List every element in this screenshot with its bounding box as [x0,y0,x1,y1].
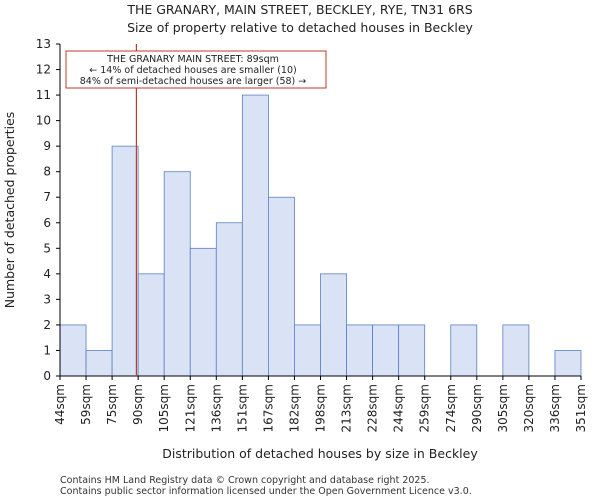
x-tick-label-182sqm: 182sqm [287,384,301,432]
annotation-line-3: 84% of semi-detached houses are larger (… [80,76,307,87]
bar-44sqm [59,324,87,377]
y-tick-label-11: 11 [36,88,51,102]
annotation-line-1: THE GRANARY MAIN STREET: 89sqm [106,54,279,65]
annotation-box [65,50,327,89]
x-tick-label-59sqm: 59sqm [79,384,93,425]
footer-line-2: Contains public sector information licen… [60,486,472,497]
bar-75sqm [111,145,139,377]
x-tick-label-228sqm: 228sqm [366,384,380,432]
y-tick-label-3: 3 [43,292,51,306]
x-tick-label-290sqm: 290sqm [470,384,484,432]
x-tick-label-167sqm: 167sqm [261,384,275,432]
bar-198sqm [320,273,347,377]
x-tick-label-105sqm: 105sqm [157,384,171,432]
bar-244sqm [398,324,426,377]
y-tick-label-10: 10 [36,114,51,128]
bar-213sqm [346,324,373,377]
x-axis-label: Distribution of detached houses by size … [162,446,478,461]
x-tick-label-213sqm: 213sqm [340,384,354,432]
y-tick-label-8: 8 [43,165,51,179]
y-tick-label-1: 1 [43,343,51,357]
y-tick-label-12: 12 [36,63,51,77]
annotation-line-2: ← 14% of detached houses are smaller (10… [89,65,296,76]
x-tick-label-244sqm: 244sqm [392,384,406,432]
x-tick-label-305sqm: 305sqm [496,384,510,432]
x-tick-label-151sqm: 151sqm [235,384,249,432]
x-tick-label-198sqm: 198sqm [314,384,328,432]
y-tick-label-7: 7 [43,190,51,204]
x-tick-label-90sqm: 90sqm [131,384,145,425]
footer-line-1: Contains HM Land Registry data © Crown c… [60,475,430,486]
bar-305sqm [502,324,530,377]
y-tick-label-5: 5 [43,241,51,255]
y-axis-label: Number of detached properties [2,112,17,309]
bar-136sqm [215,222,243,377]
x-tick-label-336sqm: 336sqm [548,384,562,432]
y-tick-label-4: 4 [43,267,51,281]
chart-subtitle: Size of property relative to detached ho… [127,20,473,35]
x-tick-label-320sqm: 320sqm [522,384,536,432]
x-tick-label-136sqm: 136sqm [209,384,223,432]
bar-105sqm [163,171,191,377]
bar-167sqm [267,196,295,377]
x-tick-label-121sqm: 121sqm [183,384,197,432]
bar-121sqm [189,247,217,377]
x-tick-label-75sqm: 75sqm [105,384,119,425]
x-tick-label-259sqm: 259sqm [418,384,432,432]
y-tick-label-13: 13 [36,37,51,51]
y-tick-label-0: 0 [43,369,51,383]
chart-title: THE GRANARY, MAIN STREET, BECKLEY, RYE, … [126,2,472,17]
bar-59sqm [85,350,113,377]
bar-336sqm [554,350,582,377]
bar-228sqm [372,324,400,377]
bar-274sqm [450,324,478,377]
x-tick-label-351sqm: 351sqm [574,384,588,432]
bar-182sqm [294,324,321,377]
x-tick-label-44sqm: 44sqm [53,384,67,425]
bar-151sqm [241,94,269,377]
y-tick-label-6: 6 [43,216,51,230]
y-tick-label-9: 9 [43,139,51,153]
bar-90sqm [137,273,165,377]
x-tick-label-274sqm: 274sqm [444,384,458,432]
y-tick-label-2: 2 [43,318,51,332]
